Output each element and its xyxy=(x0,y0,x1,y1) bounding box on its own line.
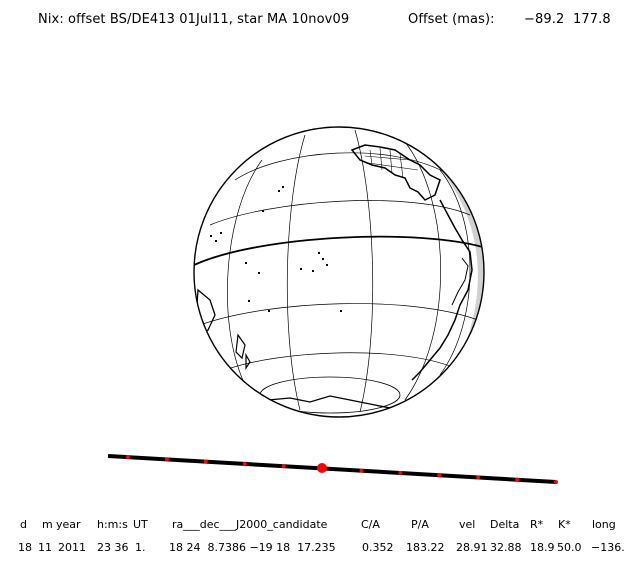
track-marker xyxy=(515,477,520,482)
antarctica-coast xyxy=(267,395,401,417)
new-zealand-coast xyxy=(235,333,251,370)
pacific-islands xyxy=(210,186,342,312)
equator-line xyxy=(194,235,484,266)
offset-x-value: −89.2 xyxy=(524,12,565,27)
offset-label: Offset (mas): xyxy=(408,12,495,27)
occultation-track xyxy=(107,454,557,484)
occultation-center-marker xyxy=(317,463,327,473)
track-marker xyxy=(242,461,247,466)
south-america-coast xyxy=(411,199,473,381)
title-text: Nix: offset BS/DE413 01Jul11, star MA 10… xyxy=(38,12,350,27)
offset-y-value: 177.8 xyxy=(573,12,611,27)
andes-outline xyxy=(451,257,469,306)
track-marker xyxy=(476,475,481,480)
globe-outline xyxy=(193,126,485,418)
state-borders xyxy=(364,147,419,179)
track-marker xyxy=(281,464,286,469)
track-marker xyxy=(554,480,558,484)
track-marker xyxy=(398,470,403,475)
plot-title: Nix: offset BS/DE413 01Jul11, star MA 10… xyxy=(38,12,611,87)
track-marker xyxy=(126,455,130,459)
globe-sphere xyxy=(194,127,484,417)
track-marker xyxy=(164,457,169,462)
track-marker xyxy=(359,468,364,473)
track-marker xyxy=(203,459,208,464)
track-marker xyxy=(437,473,442,478)
north-america-coast xyxy=(350,144,441,201)
